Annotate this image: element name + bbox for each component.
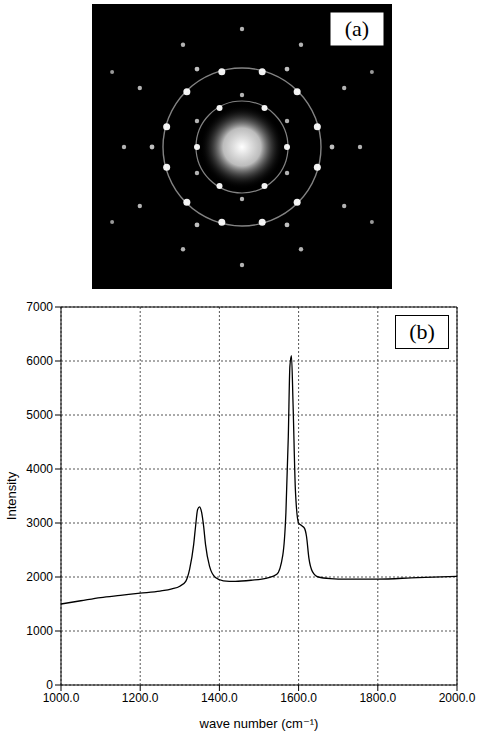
svg-text:(a): (a) <box>345 16 369 41</box>
html-text:(b): (b) <box>409 319 435 344</box>
svg-text:1200.0: 1200.0 <box>122 691 159 705</box>
svg-text:1000: 1000 <box>26 624 53 638</box>
svg-text:1000.0: 1000.0 <box>43 691 80 705</box>
svg-text:3000: 3000 <box>26 516 53 530</box>
svg-text:7000: 7000 <box>26 300 53 314</box>
svg-text:Intensity: Intensity <box>4 471 19 520</box>
svg-text:5000: 5000 <box>26 408 53 422</box>
svg-text:0: 0 <box>46 678 53 692</box>
svg-text:4000: 4000 <box>26 462 53 476</box>
svg-text:2000.0: 2000.0 <box>439 691 476 705</box>
svg-text:1800.0: 1800.0 <box>359 691 396 705</box>
svg-text:2000: 2000 <box>26 570 53 584</box>
svg-text:1600.0: 1600.0 <box>280 691 317 705</box>
svg-text:1400.0: 1400.0 <box>201 691 238 705</box>
svg-text:6000: 6000 <box>26 354 53 368</box>
svg-text:wave number (cm⁻¹): wave number (cm⁻¹) <box>199 716 319 731</box>
